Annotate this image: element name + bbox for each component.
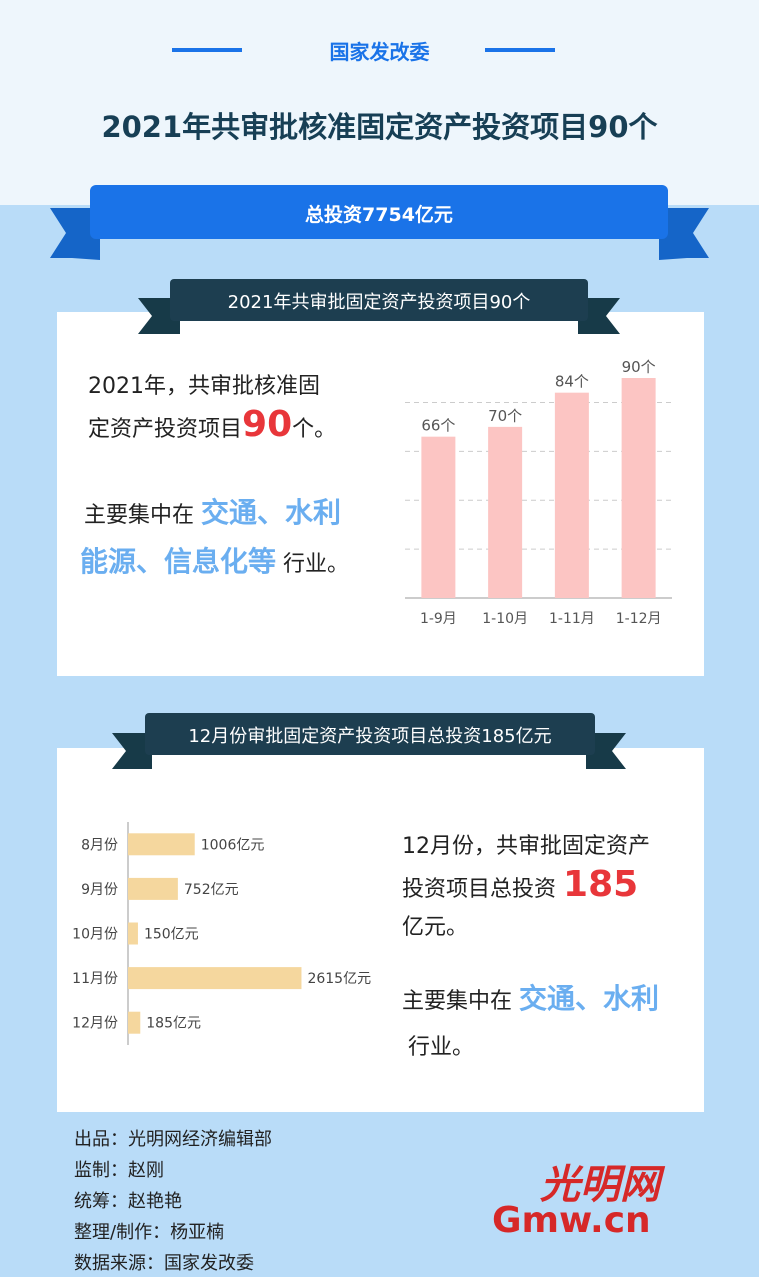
value-label: 150亿元 xyxy=(144,927,199,943)
ribbon-text: 2021年共审批固定资产投资项目90个 xyxy=(227,292,531,313)
category-label: 1-9月 xyxy=(420,611,457,627)
ribbon-tail xyxy=(112,733,152,769)
bar xyxy=(128,877,178,900)
keywords: 交通、水利 xyxy=(201,496,342,529)
text: 主要集中在 xyxy=(84,503,195,528)
category-label: 1-11月 xyxy=(549,611,595,627)
text: 行业。 xyxy=(283,552,350,577)
value-label: 1006亿元 xyxy=(201,837,265,853)
category-label: 1-10月 xyxy=(482,611,528,627)
credit-line: 整理/制作：杨亚楠 xyxy=(74,1222,225,1243)
decor-line xyxy=(172,48,242,52)
value-label: 90个 xyxy=(622,358,656,376)
credit-line: 监制：赵刚 xyxy=(74,1160,164,1181)
text: 主要集中在 xyxy=(402,989,513,1014)
banner-tail xyxy=(659,208,709,260)
logo-domain: Gmw.cn xyxy=(492,1200,651,1241)
chart: 8月份 1006亿元 9月份 752亿元 10月份 150亿元 11月份 2615亿元 12月份… xyxy=(72,822,371,1045)
text: 主要集中在 交通、水利 xyxy=(402,976,712,1025)
section2-text: 12月份，共审批固定资产 投资项目总投资 185 亿元。 xyxy=(402,828,702,947)
org: 国家发改委 xyxy=(329,40,430,64)
bar xyxy=(621,378,656,598)
title: 2021年共审批核准固定资产投资项目90个 xyxy=(101,110,658,144)
section1-text: 主要集中在 交通、水利 能源、信息化等 行业。 xyxy=(80,490,400,588)
text: 亿元。 xyxy=(402,915,469,940)
highlight: 185 xyxy=(563,864,639,905)
category-label: 8月份 xyxy=(81,837,118,853)
decor-line xyxy=(485,48,555,52)
bar xyxy=(128,922,138,945)
banner xyxy=(90,185,668,239)
text: 主要集中在 交通、水利 xyxy=(80,490,400,539)
bar xyxy=(554,392,589,598)
credits: 出品：光明网经济编辑部 监制：赵刚统筹：赵艳艳整理/制作：杨亚楠数据来源：国家发改… xyxy=(74,1124,272,1277)
bar xyxy=(128,1011,141,1034)
section1-text: 2021年，共审批核准固 定资产投资项目90个。 xyxy=(88,368,398,449)
highlight: 90 xyxy=(242,404,293,445)
category-label: 10月份 xyxy=(72,927,118,943)
text: 行业。 xyxy=(408,1035,475,1060)
panel xyxy=(57,312,704,676)
logo-name: 光明网 xyxy=(540,1161,660,1208)
section2-text: 主要集中在 交通、水利 行业。 xyxy=(402,976,712,1071)
text: 定资产投资项目90个。 xyxy=(88,406,398,449)
text: 能源、信息化等 行业。 xyxy=(80,539,400,588)
ribbon-tail xyxy=(578,298,620,334)
bar xyxy=(128,833,195,856)
value-label: 752亿元 xyxy=(184,882,239,898)
category-label: 11月份 xyxy=(72,971,118,987)
value-label: 84个 xyxy=(555,373,589,391)
credit-line: 出品：光明网经济编辑部 xyxy=(74,1129,272,1150)
bar xyxy=(488,426,523,598)
text: 定资产投资项目 xyxy=(88,417,243,442)
category-label: 1-12月 xyxy=(616,611,662,627)
text: 个。 xyxy=(292,417,337,442)
category-label: 9月份 xyxy=(81,882,118,898)
credit-line: 数据来源：国家发改委 xyxy=(74,1253,254,1274)
keywords: 能源、信息化等 xyxy=(80,545,277,578)
category-label: 12月份 xyxy=(72,1016,118,1032)
value-label: 185亿元 xyxy=(146,1016,201,1032)
credit-line: 统筹：赵艳艳 xyxy=(74,1191,182,1212)
text: 投资项目总投资 xyxy=(402,877,557,902)
value-label: 66个 xyxy=(421,417,455,435)
value-label: 70个 xyxy=(488,407,522,425)
bar xyxy=(421,436,456,598)
banner-tail xyxy=(50,208,100,260)
top-background xyxy=(0,0,759,205)
ribbon xyxy=(170,279,588,321)
text: 12月份，共审批固定资产 xyxy=(402,834,650,859)
panel xyxy=(57,748,704,1112)
keywords: 交通、水利 xyxy=(519,982,660,1015)
bar xyxy=(128,967,302,990)
text: 投资项目总投资 185 xyxy=(402,866,702,909)
chart: 66个 1-9月 70个 1-10月 84个 1-11月 90个 1-12月 xyxy=(405,358,672,627)
ribbon-tail xyxy=(586,733,626,769)
banner-text: 总投资7754亿元 xyxy=(305,204,453,226)
ribbon-text: 12月份审批固定资产投资项目总投资185亿元 xyxy=(188,726,552,747)
ribbon xyxy=(145,713,595,755)
value-label: 2615亿元 xyxy=(307,971,371,987)
ribbon-tail xyxy=(138,298,180,334)
text: 2021年，共审批核准固 xyxy=(88,374,320,399)
